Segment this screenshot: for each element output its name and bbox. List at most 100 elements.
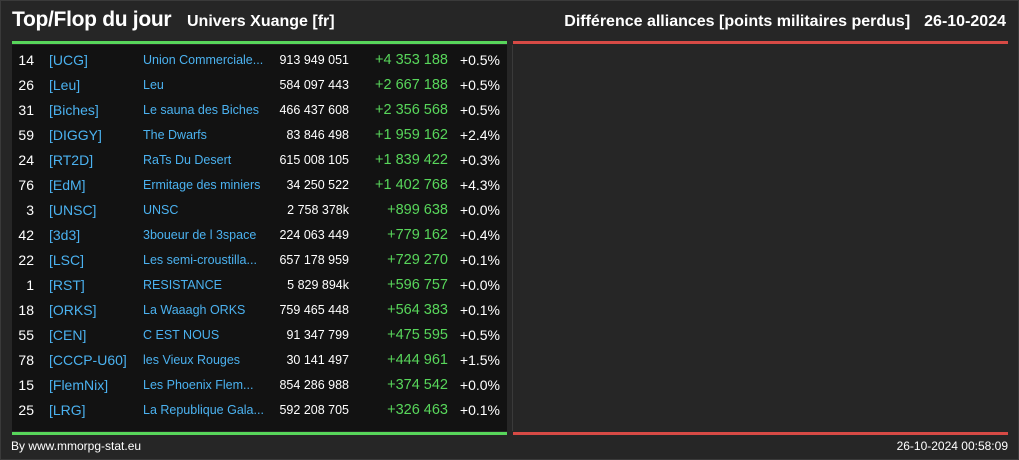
bottom-divider-red — [513, 432, 1008, 435]
table-row: 26 [Leu] Leu 584 097 443 +2 667 188 +0.5% — [12, 73, 507, 98]
diff-cell: +1 839 422 — [375, 152, 448, 168]
percent-cell: +2.4% — [459, 127, 500, 143]
rank-cell: 24 — [18, 152, 34, 168]
alliance-tag-link[interactable]: [UCG] — [49, 52, 88, 68]
diff-cell: +596 757 — [387, 277, 448, 293]
rank-cell: 18 — [18, 302, 34, 318]
points-cell: 913 949 051 — [279, 53, 349, 67]
percent-cell: +0.3% — [459, 152, 500, 168]
points-cell: 34 250 522 — [286, 178, 349, 192]
percent-cell: +0.1% — [459, 252, 500, 268]
alliance-tag-link[interactable]: [LRG] — [49, 402, 86, 418]
points-cell: 466 437 608 — [279, 103, 349, 117]
alliance-name-link[interactable]: Les semi-croustilla... — [143, 253, 257, 267]
alliance-name-link[interactable]: les Vieux Rouges — [143, 353, 241, 367]
alliance-name-link[interactable]: RESISTANCE — [143, 278, 222, 292]
alliance-tag-link[interactable]: [RST] — [49, 277, 85, 293]
rank-cell: 42 — [18, 227, 34, 243]
alliance-tag-link[interactable]: [CEN] — [49, 327, 87, 343]
rank-cell: 55 — [18, 327, 34, 343]
points-cell: 2 758 378k — [287, 203, 349, 217]
alliance-tag-link[interactable]: [RT2D] — [49, 152, 94, 168]
alliance-tag-link[interactable]: [Biches] — [49, 102, 99, 118]
alliance-tag-link[interactable]: [3d3] — [49, 227, 81, 243]
alliance-tag-link[interactable]: [UNSC] — [49, 202, 97, 218]
diff-cell: +2 356 568 — [375, 102, 448, 118]
table-row: 22 [LSC] Les semi-croustilla... 657 178 959… — [12, 248, 507, 273]
alliance-name-link[interactable]: UNSC — [143, 203, 179, 217]
percent-cell: +0.0% — [459, 377, 500, 393]
alliance-tag-link[interactable]: [EdM] — [49, 177, 86, 193]
points-cell: 91 347 799 — [286, 328, 349, 342]
top-divider-green — [12, 41, 507, 44]
points-cell: 584 097 443 — [279, 78, 349, 92]
table-row: 25 [LRG] La Republique Gala... 592 208 705 +… — [12, 398, 507, 423]
metric-header: Différence alliances [points militaires … — [564, 13, 1006, 31]
alliance-tag-link[interactable]: [LSC] — [49, 252, 85, 268]
rank-cell: 78 — [18, 352, 34, 368]
rank-cell: 14 — [18, 52, 34, 68]
diff-cell: +779 162 — [387, 227, 448, 243]
rank-cell: 1 — [26, 277, 34, 293]
table-row: 3 [UNSC] UNSC 2 758 378k +899 638 +0.0% — [12, 198, 507, 223]
rank-cell: 25 — [18, 402, 34, 418]
table-row: 14 [UCG] Union Commerciale... 913 949 051 +4… — [12, 48, 507, 73]
alliance-tag-link[interactable]: [DIGGY] — [49, 127, 102, 143]
percent-cell: +0.5% — [459, 52, 500, 68]
rank-cell: 15 — [18, 377, 34, 393]
points-cell: 30 141 497 — [286, 353, 349, 367]
points-cell: 657 178 959 — [279, 253, 349, 267]
alliance-name-link[interactable]: La Republique Gala... — [143, 403, 264, 417]
points-cell: 615 008 105 — [279, 153, 349, 167]
metric-label: Différence alliances [points militaires … — [564, 13, 911, 30]
alliance-name-link[interactable]: 3boueur de l 3space — [143, 228, 257, 242]
alliance-tag-link[interactable]: [ORKS] — [49, 302, 97, 318]
alliance-name-link[interactable]: La Waaagh ORKS — [143, 303, 246, 317]
alliance-name-link[interactable]: Les Phoenix Flem... — [143, 378, 254, 392]
alliance-name-link[interactable]: Ermitage des miniers — [143, 178, 261, 192]
alliance-tag-link[interactable]: [CCCP-U60] — [49, 352, 127, 368]
percent-cell: +0.5% — [459, 102, 500, 118]
percent-cell: +0.1% — [459, 402, 500, 418]
rank-cell: 22 — [18, 252, 34, 268]
points-cell: 5 829 894k — [287, 278, 349, 292]
universe-label: Univers Xuange [fr] — [187, 13, 335, 30]
percent-cell: +0.0% — [459, 202, 500, 218]
footer-timestamp: 26-10-2024 00:58:09 — [896, 439, 1008, 453]
points-cell: 592 208 705 — [279, 403, 349, 417]
diff-cell: +444 961 — [387, 352, 448, 368]
table-row: 76 [EdM] Ermitage des miniers 34 250 522 +1 … — [12, 173, 507, 198]
diff-cell: +326 463 — [387, 402, 448, 418]
alliance-name-link[interactable]: RaTs Du Desert — [143, 153, 232, 167]
alliance-name-link[interactable]: Leu — [143, 78, 164, 92]
percent-cell: +0.1% — [459, 302, 500, 318]
diff-cell: +2 667 188 — [375, 77, 448, 93]
percent-cell: +1.5% — [459, 352, 500, 368]
alliance-name-link[interactable]: Union Commerciale... — [143, 53, 264, 67]
table-row: 24 [RT2D] RaTs Du Desert 615 008 105 +1 839 … — [12, 148, 507, 173]
header: Top/Flop du jour Univers Xuange [fr] Dif… — [1, 1, 1018, 41]
alliance-name-link[interactable]: Le sauna des Biches — [143, 103, 260, 117]
percent-cell: +0.5% — [459, 327, 500, 343]
table-row: 1 [RST] RESISTANCE 5 829 894k +596 757 +0.0% — [12, 273, 507, 298]
header-date: 26-10-2024 — [924, 13, 1006, 30]
points-cell: 83 846 498 — [286, 128, 349, 142]
percent-cell: +4.3% — [459, 177, 500, 193]
table-row: 31 [Biches] Le sauna des Biches 466 437 608… — [12, 98, 507, 123]
alliance-tag-link[interactable]: [Leu] — [49, 77, 81, 93]
table-row: 15 [FlemNix] Les Phoenix Flem... 854 286 98… — [12, 373, 507, 398]
diff-cell: +564 383 — [387, 302, 448, 318]
percent-cell: +0.5% — [459, 77, 500, 93]
rank-cell: 31 — [18, 102, 34, 118]
page-title: Top/Flop du jour — [12, 8, 172, 31]
alliance-tag-link[interactable]: [FlemNix] — [49, 377, 109, 393]
diff-cell: +899 638 — [387, 202, 448, 218]
top-panel: 14 [UCG] Union Commerciale... 913 949 051 +4… — [12, 45, 507, 431]
diff-cell: +475 595 — [387, 327, 448, 343]
alliance-name-link[interactable]: The Dwarfs — [143, 128, 207, 142]
table-row: 18 [ORKS] La Waaagh ORKS 759 465 448 +564 38… — [12, 298, 507, 323]
rank-cell: 3 — [26, 202, 34, 218]
bottom-divider-green — [12, 432, 507, 435]
alliance-name-link[interactable]: C EST NOUS — [143, 328, 220, 342]
